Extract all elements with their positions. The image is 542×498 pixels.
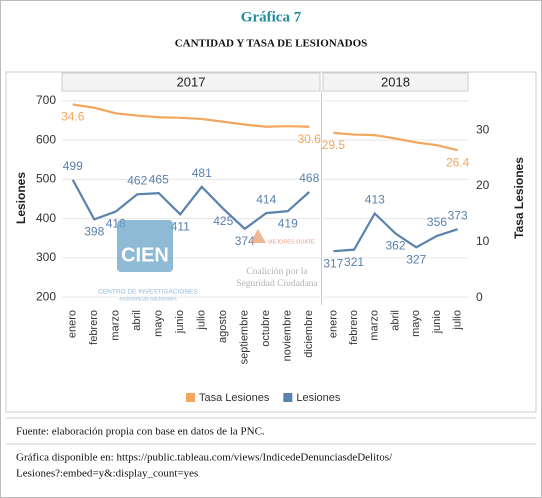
- source: Fuente: elaboración propia con base en d…: [16, 426, 265, 438]
- data-label: 499: [63, 159, 83, 173]
- y2-tick-label: 20: [476, 178, 490, 192]
- logo-text: CIEN: [121, 244, 169, 266]
- year-header: [322, 72, 469, 92]
- x-tick-label: abril: [131, 310, 143, 331]
- y2-tick-label: 30: [476, 122, 490, 136]
- x-tick-label: noviembre: [282, 310, 294, 361]
- link: Gráfica disponible en: https://public.ta…: [16, 452, 393, 464]
- data-label: 481: [192, 166, 212, 180]
- x-tick-label: julio: [452, 310, 464, 331]
- data-label: 373: [448, 208, 468, 222]
- data-label: 26.4: [446, 155, 470, 169]
- year-label: 2017: [177, 74, 206, 89]
- data-label: 30.6: [298, 132, 322, 146]
- series-line: [72, 103, 310, 128]
- legend-label: Tasa Lesiones: [199, 392, 270, 404]
- x-tick-label: marzo: [110, 310, 122, 341]
- year-header: [61, 72, 321, 92]
- legend-swatch: [186, 393, 195, 402]
- x-tick-label: marzo: [369, 310, 381, 341]
- x-tick-label: junio: [174, 310, 186, 334]
- data-label: 356: [427, 215, 447, 229]
- chart-frame: [5, 71, 537, 413]
- data-label: 413: [365, 193, 385, 207]
- title: Gráfica 7: [241, 9, 302, 25]
- y-axis-label: Lesiones: [14, 172, 28, 224]
- logo-box: [117, 220, 173, 272]
- data-label: 362: [385, 239, 405, 253]
- data-label: 462: [127, 173, 147, 187]
- data-label: 465: [149, 172, 169, 186]
- data-label: 398: [84, 225, 104, 239]
- x-tick-label: mayo: [410, 310, 422, 337]
- series-line: [333, 131, 458, 152]
- legend-label: Lesiones: [296, 392, 341, 404]
- x-tick-label: enero: [67, 310, 79, 338]
- data-label: 419: [278, 216, 298, 230]
- data-label: 34.6: [61, 110, 85, 124]
- data-label: 425: [213, 214, 233, 228]
- y2-tick-label: 0: [476, 290, 483, 304]
- data-label: 374: [235, 234, 255, 248]
- subtitle: CANTIDAD Y TASA DE LESIONADOS: [175, 38, 368, 50]
- data-label: 468: [299, 171, 319, 185]
- logo-caption: económicas nacionales: [119, 296, 176, 302]
- logo-caption: CENTRO DE INVESTIGACIONES: [98, 289, 198, 296]
- y-tick-label: 700: [36, 93, 56, 107]
- watermark: CIEN CENTRO DE INVESTIGACIONES económica…: [98, 220, 319, 302]
- data-label: 414: [256, 192, 276, 206]
- data-label: 321: [344, 255, 364, 269]
- data-label: 29.5: [322, 138, 346, 152]
- x-tick-label: septiembre: [239, 310, 251, 364]
- coalition-text: Coalición por la: [246, 267, 308, 277]
- data-label: 327: [406, 252, 426, 266]
- series-line: [71, 179, 310, 231]
- x-tick-label: mayo: [153, 310, 165, 337]
- x-tick-label: agosto: [217, 310, 229, 343]
- year-label: 2018: [381, 74, 410, 89]
- x-tick-label: junio: [431, 310, 443, 334]
- y-tick-label: 400: [36, 211, 56, 225]
- y-tick-label: 600: [36, 132, 56, 146]
- y-tick-label: 200: [36, 289, 56, 303]
- series-line: [333, 211, 458, 253]
- brand-icon: [250, 229, 266, 243]
- y-tick-label: 300: [36, 250, 56, 264]
- coalition-text: Seguridad Ciudadana: [236, 279, 318, 289]
- x-tick-label: abril: [389, 310, 401, 331]
- x-tick-label: febrero: [88, 310, 100, 345]
- y2-axis-label: Tasa Lesiones: [512, 157, 526, 239]
- y2-tick-label: 10: [476, 234, 490, 248]
- data-label: 411: [171, 219, 190, 233]
- x-tick-label: julio: [196, 310, 208, 331]
- link: Lesiones?:embed=y&:display_count=yes: [16, 468, 198, 480]
- x-tick-label: octubre: [260, 310, 272, 347]
- x-tick-label: diciembre: [303, 310, 315, 358]
- data-label: 317: [323, 256, 343, 270]
- legend-swatch: [283, 393, 293, 402]
- x-tick-label: febrero: [348, 310, 360, 345]
- x-tick-label: enero: [327, 310, 339, 338]
- y-tick-label: 500: [36, 172, 56, 186]
- brand-text: MEJORES GUATE: [268, 239, 315, 245]
